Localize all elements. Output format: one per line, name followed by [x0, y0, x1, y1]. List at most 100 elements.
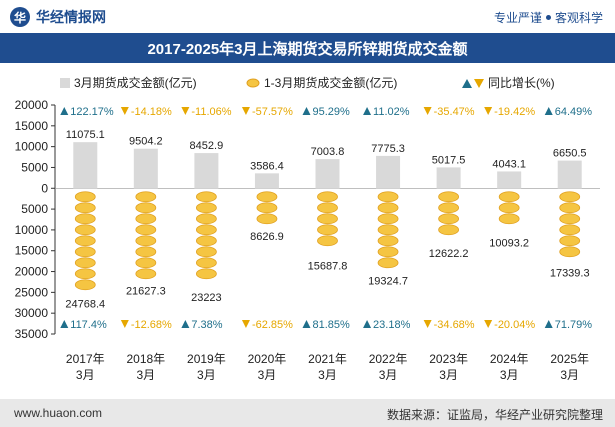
footer-url[interactable]: www.huaon.com: [14, 406, 103, 420]
brand[interactable]: 华 华经情报网: [10, 7, 106, 27]
x-category-year: 2021年: [308, 352, 347, 366]
yoy-up-triangle-icon: [363, 320, 372, 328]
chart-title-bar: 2017-2025年3月上海期货交易所锌期货成交金额: [0, 33, 615, 63]
yoy-up-triangle-icon: [302, 107, 311, 115]
data-label-cumulative: 23223: [191, 292, 222, 304]
yoy-down-triangle-icon: [181, 107, 190, 115]
data-label-cumulative: 10093.2: [489, 237, 529, 249]
yoy-label-cumulative: 7.38%: [191, 319, 222, 331]
coin: [135, 235, 157, 247]
huajing-logo-icon: 华: [10, 7, 30, 27]
y-tick-label: 10000: [15, 223, 49, 237]
data-label-monthly: 7775.3: [371, 143, 405, 155]
data-label-cumulative: 24768.4: [65, 298, 105, 310]
data-label-monthly: 11075.1: [66, 129, 105, 141]
coin: [377, 224, 399, 236]
yoy-label-monthly: -11.06%: [191, 106, 231, 118]
site-name: 华经情报网: [36, 9, 106, 25]
coin: [438, 213, 460, 225]
yoy-down-triangle-icon: [120, 107, 129, 115]
footer: www.huaon.com 数据来源：证监局，华经产业研究院整理: [0, 399, 615, 427]
yoy-down-triangle-icon: [241, 107, 250, 115]
coin: [195, 257, 217, 269]
y-tick-label: 30000: [15, 306, 49, 320]
coin: [498, 213, 520, 225]
legend-down-triangle-icon: [474, 79, 484, 88]
data-label-monthly: 5017.5: [432, 154, 466, 166]
coin: [135, 224, 157, 236]
bar-monthly: [73, 142, 98, 189]
yoy-up-triangle-icon: [302, 320, 311, 328]
yoy-label-cumulative: 81.85%: [313, 319, 351, 331]
x-category-year: 2017年: [66, 352, 105, 366]
footer-source: 数据来源：证监局，华经产业研究院整理: [386, 408, 603, 422]
x-category-month: 3月: [560, 368, 579, 382]
chart-area: 3月期货成交金额(亿元) 1-3月期货成交金额(亿元) 同比增长(%) 20000 15…: [15, 75, 600, 382]
yoy-label-cumulative: 117.4%: [70, 319, 107, 331]
yoy-up-triangle-icon: [363, 107, 372, 115]
x-category-year: 2024年: [490, 352, 529, 366]
yoy-label-monthly: 122.17%: [70, 106, 114, 118]
data-label-monthly: 3586.4: [250, 160, 284, 172]
coin: [135, 213, 157, 225]
x-category-year: 2019年: [187, 352, 226, 366]
coin: [317, 202, 338, 214]
bar-monthly: [557, 160, 582, 189]
yoy-down-triangle-icon: [241, 320, 250, 328]
coin: [377, 235, 399, 247]
coin: [74, 213, 96, 225]
coin: [438, 224, 460, 236]
tag-objective: 客观科学: [554, 11, 603, 25]
coin: [498, 191, 520, 203]
data-label-cumulative: 19324.7: [368, 276, 408, 288]
coin: [74, 202, 96, 214]
yoy-label-monthly: -19.42%: [494, 106, 535, 118]
data-label-cumulative: 8626.9: [250, 231, 284, 243]
y-tick-label: 20000: [15, 265, 49, 279]
coin: [438, 202, 460, 214]
coin: [135, 191, 157, 203]
coin: [317, 191, 338, 203]
yoy-down-triangle-icon: [120, 320, 129, 328]
x-category-month: 3月: [318, 368, 337, 382]
legend-label-cumulative: 1-3月期货成交金额(亿元): [264, 75, 397, 90]
yoy-down-triangle-icon: [423, 320, 432, 328]
x-category-month: 3月: [197, 368, 216, 382]
coin: [256, 213, 278, 225]
bar-monthly: [315, 159, 340, 189]
coin: [438, 191, 460, 203]
coin: [377, 213, 399, 225]
coin: [377, 202, 399, 214]
header-bar: 华 华经情报网 专业严谨 客观科学: [0, 0, 615, 33]
x-category-year: 2020年: [248, 352, 287, 366]
yoy-label-cumulative: 23.18%: [373, 319, 411, 331]
x-category-year: 2022年: [369, 352, 408, 366]
data-label-cumulative: 21627.3: [126, 285, 166, 297]
yoy-label-monthly: -35.47%: [434, 106, 475, 118]
coin: [195, 235, 217, 247]
coin: [317, 235, 338, 247]
yoy-down-triangle-icon: [484, 107, 493, 115]
chart-title: 2017-2025年3月上海期货交易所锌期货成交金额: [147, 40, 468, 58]
coin: [498, 202, 520, 214]
yoy-up-triangle-icon: [60, 107, 69, 115]
coin: [377, 246, 399, 258]
yoy-up-triangle-icon: [181, 320, 190, 328]
x-category-month: 3月: [379, 368, 398, 382]
coin: [135, 257, 157, 269]
x-category-month: 3月: [500, 368, 519, 382]
bar-monthly: [376, 155, 401, 189]
y-tick-label: 15000: [15, 244, 49, 258]
data-label-monthly: 6650.5: [553, 148, 587, 160]
data-label-cumulative: 12622.2: [429, 248, 469, 260]
bar-monthly: [133, 148, 158, 189]
y-tick-label: 35000: [15, 327, 49, 341]
y-tick-label: 5000: [21, 160, 48, 174]
yoy-label-monthly: -14.18%: [131, 106, 172, 118]
coin: [377, 191, 399, 203]
y-tick-label: 25000: [15, 285, 49, 299]
legend-label-yoy: 同比增长(%): [488, 76, 555, 90]
coin: [559, 191, 581, 203]
coin: [74, 246, 96, 258]
yoy-label-cumulative: -20.04%: [494, 319, 535, 331]
